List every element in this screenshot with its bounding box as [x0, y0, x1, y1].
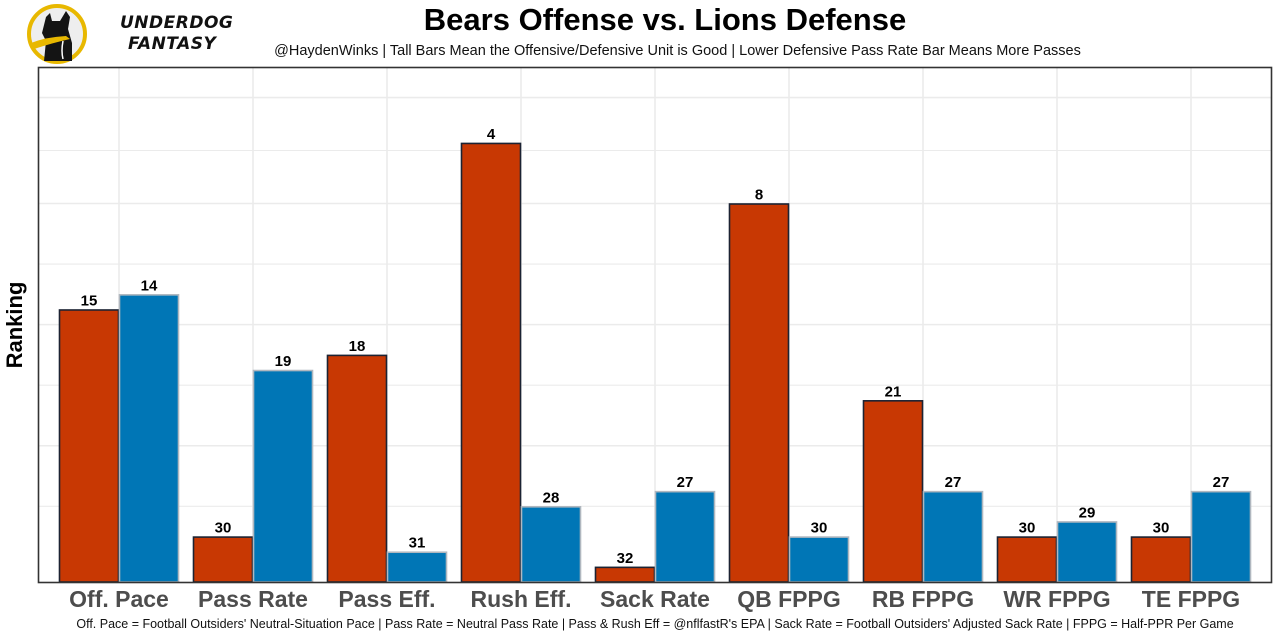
- bar-value-label: 27: [1213, 474, 1230, 491]
- x-tick-label: Pass Rate: [198, 586, 308, 612]
- bar-offense: [594, 566, 656, 583]
- x-tick-label: Rush Eff.: [471, 586, 572, 612]
- bar-value-label: 30: [1019, 520, 1036, 537]
- bar-offense: [460, 142, 522, 583]
- bar-value-label: 15: [81, 292, 98, 309]
- bars: [58, 142, 1252, 583]
- chart-subtitle: @HaydenWinks | Tall Bars Mean the Offens…: [274, 43, 1081, 59]
- x-tick-label: WR FPPG: [1003, 586, 1110, 612]
- bar-value-label: 32: [617, 550, 634, 567]
- x-tick-label: Sack Rate: [600, 586, 710, 612]
- data-labels: 15 14 30 19 18 31 4 28 32 27 8 30 21 27 30 29 30 27: [81, 126, 1230, 567]
- bar-offense: [1130, 536, 1192, 583]
- bar-value-label: 27: [945, 474, 962, 491]
- bar-value-label: 14: [141, 277, 158, 294]
- x-tick-label: Off. Pace: [69, 586, 169, 612]
- bar-offense: [862, 400, 924, 583]
- bar-value-label: 30: [1153, 520, 1170, 537]
- bar-defense: [252, 369, 314, 583]
- bar-defense: [1190, 490, 1252, 583]
- chart-title: Bears Offense vs. Lions Defense: [423, 2, 907, 37]
- logo-wordmark: UNDERDOG FANTASY: [120, 13, 233, 55]
- x-tick-labels: Off. Pace Pass Rate Pass Eff. Rush Eff. Sack…: [69, 586, 1240, 612]
- bar-defense: [386, 551, 448, 583]
- bar-defense: [788, 536, 850, 583]
- bar-offense: [326, 354, 388, 583]
- bar-offense: [728, 203, 790, 583]
- bar-defense: [118, 294, 180, 583]
- bar-value-label: 30: [215, 520, 232, 537]
- x-tick-label: TE FPPG: [1142, 586, 1240, 612]
- bar-defense: [654, 490, 716, 583]
- logo-line-1: UNDERDOG: [120, 13, 234, 33]
- x-tick-label: RB FPPG: [872, 586, 974, 612]
- x-tick-label: QB FPPG: [737, 586, 841, 612]
- bar-offense: [58, 309, 120, 583]
- bar-value-label: 8: [755, 187, 763, 204]
- underdog-dog-icon: [27, 4, 87, 64]
- underdog-fantasy-logo: UNDERDOG FANTASY: [26, 3, 233, 65]
- bar-value-label: 18: [349, 338, 366, 355]
- bar-defense: [922, 490, 984, 583]
- logo-line-2: FANTASY: [128, 34, 217, 54]
- bar-value-label: 27: [677, 474, 694, 491]
- bar-value-label: 4: [487, 126, 496, 143]
- bar-value-label: 21: [885, 383, 902, 400]
- bar-offense: [192, 536, 254, 583]
- bar-value-label: 19: [275, 353, 292, 370]
- bar-value-label: 31: [409, 535, 426, 552]
- plot-panel-border: [37, 66, 1273, 584]
- chart-caption: Off. Pace = Football Outsiders' Neutral-…: [76, 617, 1234, 631]
- x-tick-label: Pass Eff.: [338, 586, 435, 612]
- bar-value-label: 30: [811, 520, 828, 537]
- bar-defense: [520, 505, 582, 583]
- bar-value-label: 28: [543, 489, 560, 506]
- bar-defense: [1056, 521, 1118, 583]
- bar-offense: [996, 536, 1058, 583]
- bar-value-label: 29: [1079, 504, 1096, 521]
